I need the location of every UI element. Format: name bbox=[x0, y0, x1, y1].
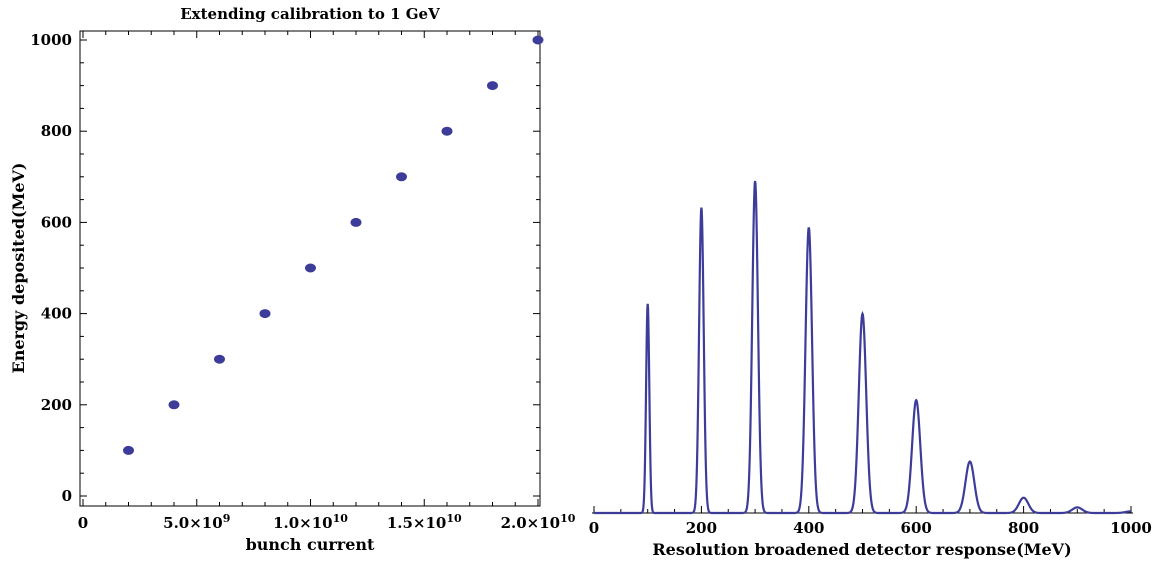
data-point bbox=[259, 309, 271, 319]
data-point bbox=[305, 263, 316, 273]
chart-title: Extending calibration to 1 GeV bbox=[180, 5, 440, 23]
y-tick-label: 0 bbox=[62, 487, 72, 505]
x-axis-label: Resolution broadened detector response(M… bbox=[652, 540, 1071, 559]
y-tick-label: 1000 bbox=[30, 31, 72, 49]
x-axis-label: bunch current bbox=[246, 535, 375, 554]
x-tick-label: 1.0×1010 bbox=[273, 512, 348, 532]
x-tick-label: 2.0×1010 bbox=[501, 512, 576, 532]
data-point bbox=[350, 217, 362, 227]
data-point bbox=[487, 81, 498, 91]
axis-ticks bbox=[80, 31, 540, 506]
data-point bbox=[214, 354, 225, 364]
data-point bbox=[441, 126, 453, 136]
y-tick-labels: 0 200 400 600 800 1000 bbox=[30, 31, 72, 505]
x-tick-label: 0 bbox=[589, 519, 599, 537]
x-tick-labels: 0 200 400 600 800 1000 bbox=[589, 519, 1152, 537]
data-points bbox=[123, 35, 544, 455]
detector-response-chart: 0 200 400 600 800 1000 Resolution broadened d… bbox=[589, 180, 1152, 559]
x-tick-label: 1000 bbox=[1110, 519, 1152, 537]
calibration-chart: Extending calibration to 1 GeV 0 5.0×109 1… bbox=[9, 5, 576, 554]
y-tick-label: 200 bbox=[41, 396, 72, 414]
y-tick-label: 800 bbox=[41, 122, 72, 140]
y-tick-label: 400 bbox=[41, 305, 72, 323]
data-point bbox=[532, 35, 544, 45]
x-tick-label: 0 bbox=[78, 514, 88, 532]
x-tick-label: 5.0×109 bbox=[163, 512, 230, 532]
x-tick-label: 800 bbox=[1008, 519, 1039, 537]
data-point bbox=[396, 172, 407, 182]
x-tick-label: 200 bbox=[686, 519, 717, 537]
data-point bbox=[123, 445, 134, 455]
x-tick-labels: 0 5.0×109 1.0×1010 1.5×1010 2.0×1010 bbox=[78, 512, 576, 532]
x-tick-label: 1.5×1010 bbox=[387, 512, 462, 532]
data-point bbox=[168, 400, 180, 410]
x-tick-label: 600 bbox=[901, 519, 932, 537]
y-tick-label: 600 bbox=[41, 213, 72, 231]
response-curve bbox=[594, 180, 1131, 515]
x-tick-label: 400 bbox=[793, 519, 824, 537]
y-axis-label: Energy deposited(MeV) bbox=[9, 162, 28, 373]
